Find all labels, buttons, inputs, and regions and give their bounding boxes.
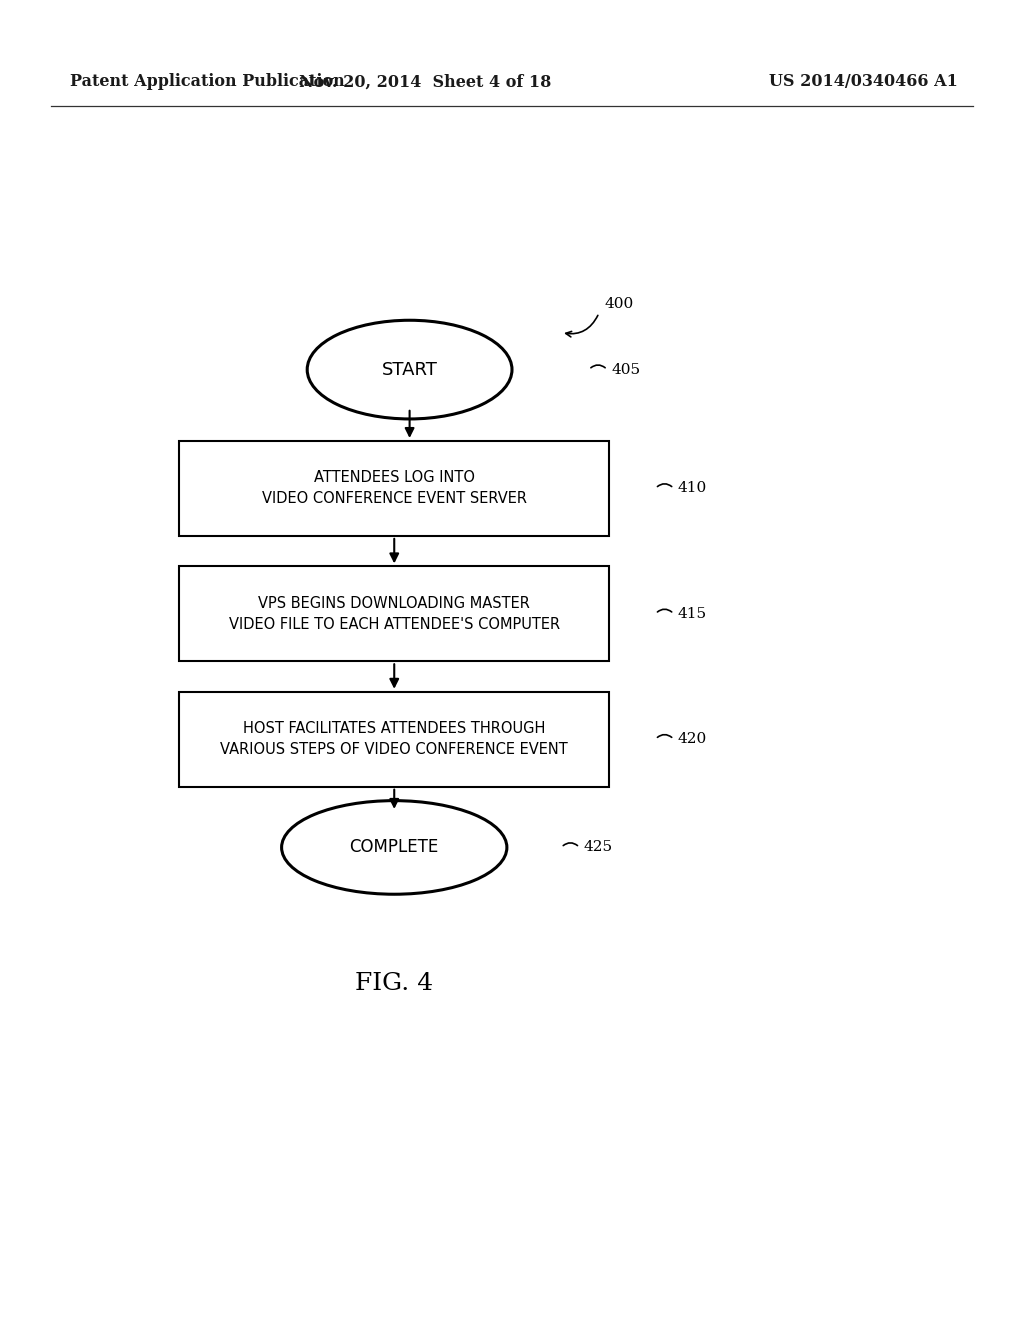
Text: START: START xyxy=(382,360,437,379)
Bar xyxy=(179,441,609,536)
Text: 415: 415 xyxy=(678,607,707,620)
Text: 410: 410 xyxy=(678,482,708,495)
Bar xyxy=(179,566,609,661)
Text: 405: 405 xyxy=(611,363,640,376)
Bar xyxy=(179,692,609,787)
Text: US 2014/0340466 A1: US 2014/0340466 A1 xyxy=(769,74,957,91)
Ellipse shape xyxy=(282,801,507,894)
Text: 420: 420 xyxy=(678,733,708,746)
Text: 400: 400 xyxy=(604,297,634,310)
Text: VPS BEGINS DOWNLOADING MASTER
VIDEO FILE TO EACH ATTENDEE'S COMPUTER: VPS BEGINS DOWNLOADING MASTER VIDEO FILE… xyxy=(228,595,560,632)
Ellipse shape xyxy=(307,321,512,418)
Text: Nov. 20, 2014  Sheet 4 of 18: Nov. 20, 2014 Sheet 4 of 18 xyxy=(299,74,551,91)
Text: HOST FACILITATES ATTENDEES THROUGH
VARIOUS STEPS OF VIDEO CONFERENCE EVENT: HOST FACILITATES ATTENDEES THROUGH VARIO… xyxy=(220,721,568,758)
Text: Patent Application Publication: Patent Application Publication xyxy=(70,74,344,91)
Text: 425: 425 xyxy=(584,841,612,854)
Text: ATTENDEES LOG INTO
VIDEO CONFERENCE EVENT SERVER: ATTENDEES LOG INTO VIDEO CONFERENCE EVEN… xyxy=(262,470,526,507)
Text: FIG. 4: FIG. 4 xyxy=(355,972,433,995)
Text: COMPLETE: COMPLETE xyxy=(349,838,439,857)
